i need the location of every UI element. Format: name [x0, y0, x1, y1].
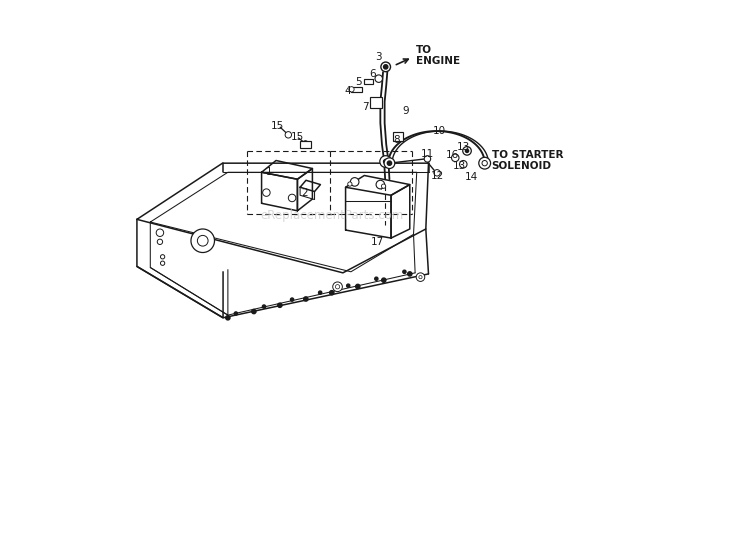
Circle shape — [387, 161, 392, 165]
Text: 15: 15 — [291, 132, 304, 142]
Circle shape — [463, 147, 471, 155]
Circle shape — [158, 239, 163, 244]
Bar — [351, 87, 361, 92]
Circle shape — [408, 272, 412, 276]
Circle shape — [478, 157, 490, 169]
Circle shape — [381, 62, 391, 72]
Bar — [300, 141, 310, 148]
Text: TO
ENGINE: TO ENGINE — [416, 45, 460, 65]
Circle shape — [335, 285, 340, 289]
Circle shape — [482, 160, 488, 166]
Circle shape — [191, 229, 214, 253]
Text: 8: 8 — [394, 135, 400, 145]
Circle shape — [278, 303, 282, 308]
Text: 17: 17 — [371, 237, 384, 247]
Circle shape — [285, 132, 292, 138]
Circle shape — [375, 277, 378, 280]
Circle shape — [433, 170, 440, 176]
Text: +: + — [377, 184, 383, 192]
Text: 12: 12 — [430, 171, 444, 181]
Circle shape — [424, 156, 430, 162]
Circle shape — [380, 156, 392, 167]
Circle shape — [226, 316, 230, 320]
Circle shape — [252, 309, 256, 314]
Circle shape — [382, 184, 386, 188]
Text: 13: 13 — [453, 161, 466, 171]
Circle shape — [383, 159, 388, 164]
Circle shape — [382, 278, 386, 282]
Circle shape — [160, 255, 165, 259]
Text: 11: 11 — [421, 149, 434, 159]
Text: 1: 1 — [266, 167, 272, 177]
Circle shape — [350, 178, 359, 186]
Circle shape — [262, 305, 266, 308]
Text: 3: 3 — [376, 52, 382, 62]
Text: 14: 14 — [465, 172, 478, 181]
Circle shape — [452, 154, 459, 162]
Text: 4: 4 — [344, 86, 351, 96]
Circle shape — [303, 141, 308, 146]
Circle shape — [403, 270, 406, 273]
Circle shape — [290, 298, 294, 301]
Circle shape — [375, 75, 382, 82]
Circle shape — [356, 284, 360, 288]
Text: 7: 7 — [362, 102, 369, 112]
Circle shape — [416, 273, 424, 281]
Circle shape — [376, 180, 385, 189]
Text: 10: 10 — [433, 126, 446, 135]
Circle shape — [383, 65, 388, 69]
Bar — [364, 79, 373, 84]
Circle shape — [348, 182, 352, 186]
Circle shape — [160, 261, 165, 265]
Text: eReplacementParts.com: eReplacementParts.com — [260, 209, 404, 221]
Circle shape — [234, 312, 238, 315]
Circle shape — [330, 291, 334, 295]
Circle shape — [346, 284, 350, 287]
Circle shape — [288, 194, 296, 202]
Circle shape — [262, 189, 270, 196]
Text: TO STARTER
SOLENOID: TO STARTER SOLENOID — [492, 150, 563, 171]
Text: 13: 13 — [458, 142, 470, 152]
Text: 16: 16 — [446, 150, 459, 160]
Circle shape — [319, 291, 322, 294]
Circle shape — [156, 229, 164, 236]
Bar — [393, 132, 403, 141]
Text: 15: 15 — [271, 121, 284, 131]
Text: 2: 2 — [302, 188, 308, 197]
Circle shape — [349, 87, 354, 92]
Circle shape — [460, 160, 467, 168]
Circle shape — [333, 282, 342, 292]
Bar — [370, 97, 382, 108]
Circle shape — [304, 297, 308, 301]
Circle shape — [197, 235, 208, 246]
Circle shape — [419, 276, 422, 279]
Circle shape — [466, 149, 469, 152]
Text: 6: 6 — [370, 69, 376, 79]
Text: 9: 9 — [402, 106, 409, 116]
Text: 5: 5 — [355, 78, 362, 87]
Circle shape — [384, 158, 394, 169]
